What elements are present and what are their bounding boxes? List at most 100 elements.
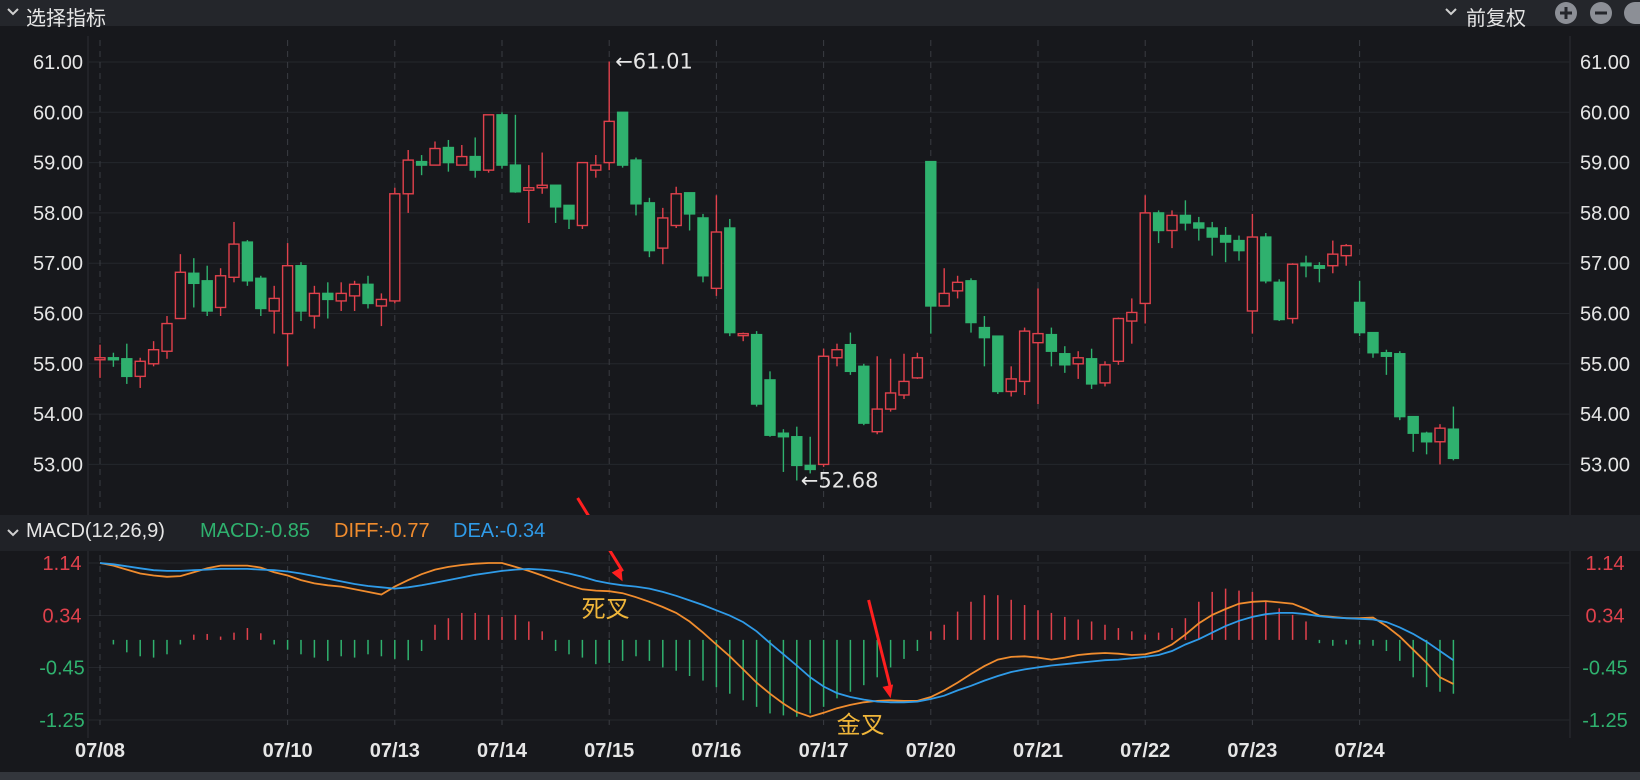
- zoom-in-button[interactable]: [1555, 2, 1577, 24]
- candle-body: [496, 114, 508, 166]
- price-tick-label-right: 60.00: [1580, 102, 1630, 124]
- candle-body: [590, 164, 602, 171]
- candle-body: [469, 155, 481, 171]
- candle-body: [281, 265, 294, 335]
- candle-body: [898, 380, 910, 396]
- candle-body: [938, 292, 950, 307]
- candle-body: [523, 187, 535, 191]
- candle-body: [335, 292, 347, 302]
- date-tick-label: 07/23: [1227, 740, 1277, 762]
- horizontal-scrollbar[interactable]: [0, 772, 1640, 780]
- candle-body: [858, 365, 870, 424]
- candle-body: [643, 202, 656, 252]
- candle-body: [1072, 357, 1084, 365]
- chevron-down-icon[interactable]: [6, 526, 20, 540]
- candle-body: [1099, 364, 1111, 384]
- candle-body: [1340, 244, 1352, 257]
- date-tick-label: 07/16: [691, 740, 741, 762]
- candle-body: [616, 111, 629, 166]
- candle-body: [295, 265, 307, 312]
- candle-body: [1085, 358, 1098, 385]
- candle-body: [362, 283, 374, 305]
- indicator-selector[interactable]: 选择指标: [26, 6, 106, 30]
- candle-body: [603, 120, 615, 164]
- candle-body: [1233, 239, 1245, 252]
- candle-body: [750, 333, 763, 405]
- date-tick-label: 07/14: [477, 740, 528, 762]
- candle-body: [1246, 236, 1259, 312]
- price-tick-label-left: 56.00: [33, 304, 83, 326]
- settings-button[interactable]: [1624, 2, 1640, 24]
- price-adjust-dropdown[interactable]: 前复权: [1466, 6, 1526, 30]
- macd-tick-label-right: 1.14: [1586, 553, 1625, 575]
- zoom-out-button[interactable]: [1590, 2, 1612, 24]
- candle-body: [228, 243, 240, 278]
- candle-body: [1206, 227, 1218, 238]
- candle-body: [456, 155, 468, 166]
- annotation-arrow-head: [611, 567, 623, 582]
- minus-icon: [1595, 11, 1607, 15]
- candle-body: [965, 280, 977, 324]
- candle-body: [1112, 317, 1125, 362]
- candle-body: [268, 297, 280, 312]
- macd-tick-label-left: -1.25: [39, 710, 85, 732]
- macd-tick-label-right: -1.25: [1582, 710, 1628, 732]
- date-tick-label: 07/24: [1335, 740, 1386, 762]
- candle-body: [1313, 265, 1326, 269]
- macd-title[interactable]: MACD(12,26,9): [26, 520, 165, 542]
- candle-body: [884, 392, 897, 410]
- chevron-down-icon[interactable]: [1444, 5, 1458, 19]
- candle-body: [147, 349, 160, 365]
- candle-body: [1193, 222, 1205, 229]
- date-tick-label: 07/08: [75, 740, 125, 762]
- candle-body: [1152, 212, 1165, 232]
- macd-tick-label-right: 0.34: [1586, 606, 1625, 628]
- cross-annotation-label: 金叉: [837, 711, 885, 739]
- candle-body: [817, 355, 830, 466]
- candle-body: [1059, 353, 1071, 366]
- candle-body: [737, 332, 749, 337]
- candle-body: [951, 281, 964, 292]
- price-tick-label-right: 57.00: [1580, 253, 1630, 275]
- top-toolbar: 选择指标 前复权: [0, 0, 1640, 30]
- candle-body: [482, 114, 495, 171]
- macd-header: MACD(12,26,9) MACD:-0.85 DIFF:-0.77 DEA:…: [0, 515, 1640, 551]
- candle-body: [188, 272, 200, 285]
- price-tick-label-right: 56.00: [1580, 304, 1630, 326]
- candle-body: [174, 271, 187, 320]
- price-tick-label-left: 55.00: [33, 354, 83, 376]
- chevron-down-icon[interactable]: [6, 5, 20, 19]
- price-tick-label-left: 58.00: [33, 203, 83, 225]
- candle-body: [1380, 352, 1393, 357]
- candle-body: [107, 357, 120, 361]
- candle-body: [415, 160, 428, 166]
- diff-line: [99, 562, 1454, 718]
- plus-icon: [1560, 7, 1572, 19]
- candle-body: [549, 184, 562, 208]
- date-tick-label: 07/13: [370, 740, 420, 762]
- candlestick-series: [94, 61, 1460, 481]
- candle-body: [791, 436, 803, 467]
- price-tick-label-right: 61.00: [1580, 52, 1630, 74]
- candle-body: [308, 292, 321, 317]
- candle-body: [1286, 263, 1299, 320]
- diff-value: DIFF:-0.77: [334, 520, 430, 542]
- macd-lines: [99, 562, 1454, 718]
- candle-body: [348, 283, 361, 297]
- candle-body: [911, 357, 924, 379]
- macd-panel: [0, 551, 1640, 739]
- candle-body: [697, 217, 709, 277]
- price-tick-label-right: 54.00: [1580, 404, 1630, 426]
- candle-body: [576, 161, 589, 227]
- candle-body: [214, 275, 227, 309]
- candle-body: [255, 277, 267, 310]
- price-tick-label-right: 55.00: [1580, 354, 1630, 376]
- candle-body: [1394, 353, 1406, 418]
- candle-body: [1260, 236, 1272, 282]
- low-price-marker: ←52.68: [801, 468, 879, 492]
- candle-body: [1407, 415, 1419, 434]
- macd-tick-label-left: -0.45: [39, 657, 85, 679]
- date-tick-label: 07/22: [1120, 740, 1170, 762]
- date-tick-label: 07/15: [584, 740, 634, 762]
